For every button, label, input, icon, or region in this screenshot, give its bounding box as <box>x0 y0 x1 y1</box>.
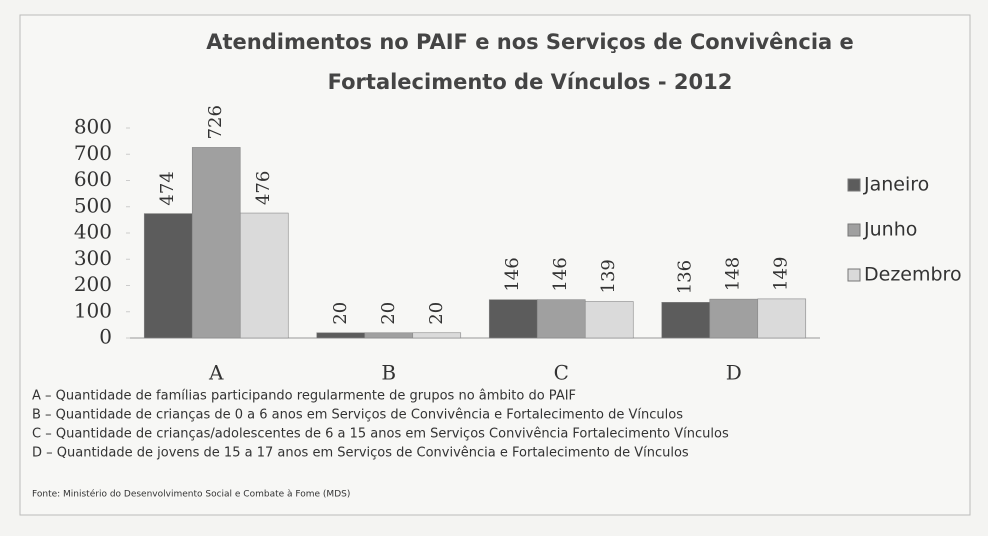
chart-title: Atendimentos no PAIF e nos Serviços de C… <box>206 30 854 94</box>
x-tick-label: B <box>381 361 396 385</box>
legend-label: Junho <box>863 219 917 241</box>
y-tick-label: 0 <box>99 325 112 349</box>
bar <box>364 332 414 339</box>
y-tick-label: 300 <box>74 246 112 270</box>
data-label: 139 <box>598 259 619 293</box>
x-tick-label: A <box>208 361 224 385</box>
x-tick-label: C <box>554 361 569 385</box>
y-tick-label: 400 <box>74 220 112 244</box>
data-label: 149 <box>771 257 792 291</box>
bar <box>412 332 462 339</box>
data-label: 136 <box>675 260 696 294</box>
bar <box>536 299 586 339</box>
bar <box>584 301 634 339</box>
y-tick-label: 100 <box>74 298 112 322</box>
legend-swatch <box>847 178 861 192</box>
legend-swatch <box>847 223 861 237</box>
x-tick-label: D <box>726 361 742 385</box>
y-tick-label: 500 <box>74 193 112 217</box>
data-label: 726 <box>205 105 226 139</box>
bar <box>191 147 241 339</box>
footnote: C – Quantidade de crianças/adolescentes … <box>32 427 729 442</box>
y-tick-label: 200 <box>74 272 112 296</box>
source: Fonte: Ministério do Desenvolvimento Soc… <box>32 489 350 500</box>
legend-label: Dezembro <box>864 264 962 286</box>
bar <box>316 332 366 339</box>
data-label: 146 <box>550 257 571 291</box>
data-label: 20 <box>378 302 399 325</box>
data-label: 20 <box>426 302 447 325</box>
legend-swatch <box>847 268 861 282</box>
footnote: B – Quantidade de crianças de 0 a 6 anos… <box>32 408 683 423</box>
data-label: 476 <box>253 171 274 205</box>
data-label: 146 <box>502 257 523 291</box>
bar <box>757 298 807 339</box>
y-tick-label: 600 <box>74 167 112 191</box>
bar <box>488 299 538 339</box>
footnote: D – Quantidade de jovens de 15 a 17 anos… <box>32 446 689 461</box>
data-label: 474 <box>157 171 178 205</box>
bar <box>661 301 711 339</box>
bar <box>239 212 289 339</box>
data-label: 20 <box>330 302 351 325</box>
data-label: 148 <box>723 257 744 291</box>
legend-label: Janeiro <box>863 174 929 196</box>
footnote: A – Quantidade de famílias participando … <box>32 389 576 404</box>
bar <box>709 298 759 339</box>
y-tick-label: 700 <box>74 141 112 165</box>
bar <box>143 213 193 339</box>
y-tick-label: 800 <box>74 115 112 139</box>
